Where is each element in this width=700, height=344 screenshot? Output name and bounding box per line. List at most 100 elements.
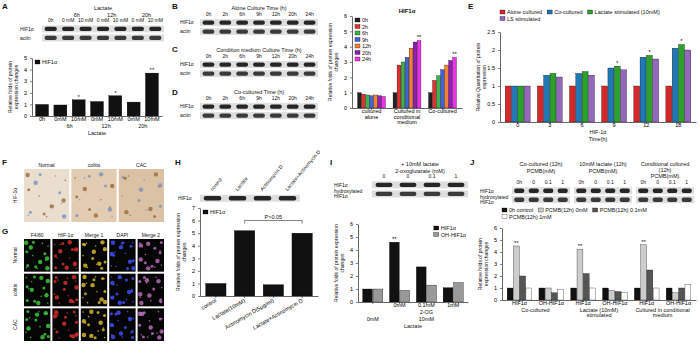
bar (569, 86, 575, 122)
bar (609, 290, 615, 300)
y-tick-mark (350, 77, 352, 78)
micrograph-texture (73, 262, 77, 266)
text-line: expression (481, 65, 487, 89)
micrograph-texture (66, 278, 68, 280)
y-tick-label: 6 (494, 225, 497, 231)
micrograph-texture (87, 302, 89, 304)
blot-column-label: 0h (578, 179, 584, 185)
bar (374, 95, 378, 108)
text-line: 10mM lactate (12h) (579, 161, 627, 167)
text-line: Time(h) (589, 136, 608, 142)
blot-band (79, 27, 91, 31)
micrograph-texture (89, 310, 93, 314)
bar (409, 48, 413, 108)
y-tick: 0.5 (487, 101, 500, 107)
micrograph-texture (54, 244, 56, 246)
y-tick-label: 2.5 (487, 29, 495, 35)
blot-membrane (512, 196, 570, 203)
blot-column-label: 0.1 (607, 179, 614, 185)
blot-column-label: 6h (239, 11, 245, 17)
micrograph-texture (159, 250, 161, 252)
micrograph-texture (25, 277, 27, 279)
bar (382, 97, 386, 109)
micrograph (24, 239, 50, 272)
micrograph-texture (119, 331, 123, 335)
micrograph-texture (74, 177, 76, 179)
legend-swatch (434, 233, 439, 237)
micrograph-texture (73, 310, 76, 313)
y-tick-mark (198, 258, 200, 259)
blot-subtitle: PCMB(mM) (589, 168, 618, 174)
blot-band (253, 20, 265, 24)
micrograph-texture (53, 314, 57, 318)
micrograph-texture (54, 266, 57, 269)
x-tick-label: 10mM (71, 116, 87, 122)
blot-band (591, 189, 601, 193)
blot-band (219, 113, 231, 117)
y-tick: 4 (494, 249, 502, 255)
bar (615, 292, 621, 300)
bar (109, 96, 122, 116)
bar (653, 59, 659, 122)
blot-row-label: HIF1α (180, 103, 194, 109)
text-line: PCMB(mM) (527, 168, 556, 174)
micrograph-texture (40, 335, 44, 339)
annotation: ** (578, 243, 583, 249)
micrograph-texture (159, 300, 161, 302)
x-tick: 0mM (91, 116, 104, 122)
bar (36, 104, 49, 116)
blot: Co-cultured (12h)PCMB(mM)10mM lactate (1… (480, 161, 694, 205)
blot-band (653, 189, 663, 193)
x-tick: OH-HIF1α (539, 300, 565, 306)
y-tick: 0 (350, 299, 358, 305)
micrograph-texture (95, 276, 97, 278)
x-tick-label: 0mM (91, 116, 104, 122)
y-tick-mark (30, 70, 32, 71)
micrograph-texture (159, 300, 162, 303)
micrograph-texture (156, 332, 158, 334)
legend-label: 2h (362, 24, 368, 30)
blot-membrane (372, 190, 468, 197)
micrograph-texture (45, 266, 49, 270)
micrograph-texture (44, 293, 48, 297)
micrograph-texture (128, 259, 132, 263)
plot-area (358, 41, 457, 108)
category-group: HIF-1α (590, 129, 608, 135)
micrograph-texture (35, 312, 39, 316)
micrograph-texture (82, 255, 84, 257)
blot-band (304, 71, 316, 75)
y-tick: 5 (24, 55, 32, 61)
micrograph-texture (88, 175, 91, 178)
bar (524, 86, 530, 122)
x-axis: 0mM0.1mM1mM (359, 302, 469, 308)
blot-column-label: 2h (223, 95, 229, 101)
micrograph-texture (99, 172, 103, 176)
legend-label: 6h (362, 30, 368, 36)
blot-row-label: actin (180, 112, 191, 118)
bar (576, 73, 582, 122)
blot-band (149, 36, 161, 40)
bar (513, 246, 519, 300)
y-tick-label: 0 (24, 113, 27, 119)
blot-column-label: 9h (256, 53, 262, 59)
blot-band (270, 104, 282, 108)
bar (672, 293, 678, 300)
legend-label: Alone cultured (507, 9, 542, 15)
text-line: actin (20, 35, 31, 41)
micrograph (71, 169, 116, 222)
blot-column-label: 0 (383, 173, 386, 179)
category-group: Lactate (10mM)stimulated (580, 307, 619, 319)
legend-swatch (355, 25, 360, 29)
y-tick: 2 (24, 90, 32, 96)
panel-letter: F (2, 158, 7, 167)
y-tick-label: 2 (192, 268, 195, 274)
blot-band (253, 71, 265, 75)
bar (647, 270, 653, 300)
y-tick: 1 (350, 286, 358, 292)
micrograph-texture (110, 281, 114, 285)
legend-label: 0h (362, 17, 368, 23)
micrograph-texture (138, 280, 141, 283)
micrograph-texture (158, 183, 162, 187)
blot: controlLactateActinomycin DLactate+Actin… (178, 149, 321, 202)
panel-letter: B (172, 2, 178, 11)
